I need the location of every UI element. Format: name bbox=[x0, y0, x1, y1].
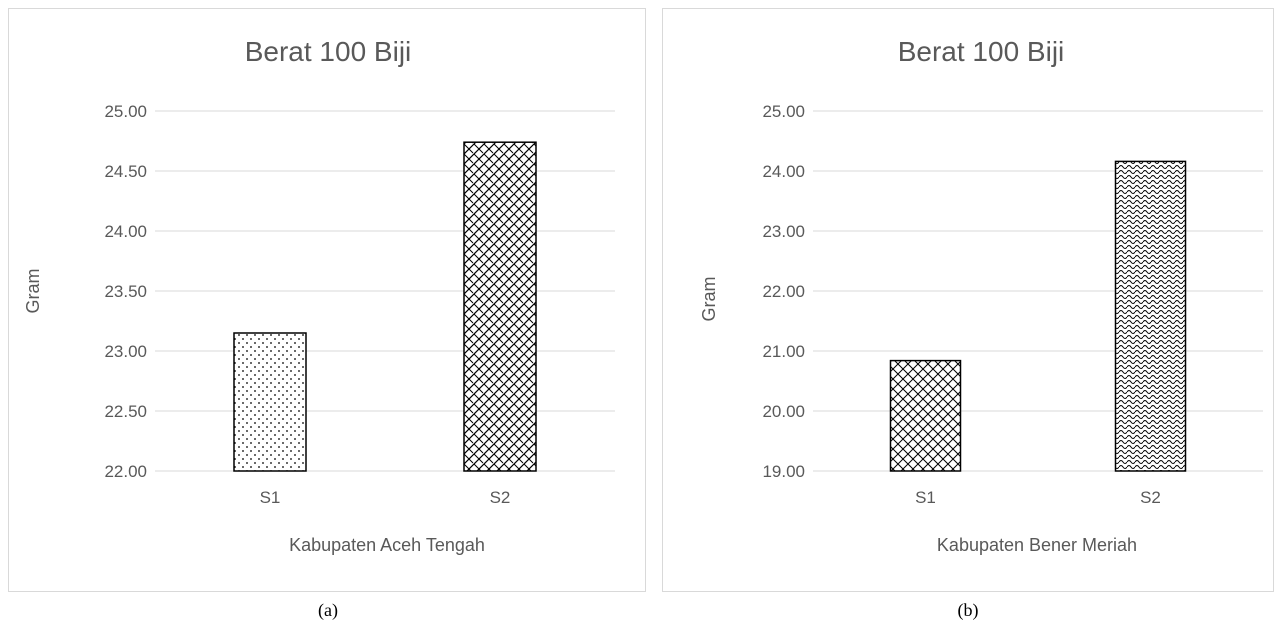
y-tick-label: 19.00 bbox=[762, 462, 805, 481]
x-tick-label: S2 bbox=[1140, 488, 1161, 507]
bar-s2 bbox=[463, 141, 537, 472]
bar-s2 bbox=[1114, 160, 1187, 472]
chart-b-title: Berat 100 Biji bbox=[898, 36, 1065, 67]
chart-b-x-axis-label: Kabupaten Bener Meriah bbox=[937, 535, 1137, 555]
chart-b-bars bbox=[889, 160, 1187, 472]
chart-panel-a: Berat 100 Biji 22.00 22.50 23.00 23.50 24.00… bbox=[8, 8, 646, 592]
caption-b: (b) bbox=[957, 600, 979, 620]
y-tick-label: 20.00 bbox=[762, 402, 805, 421]
y-tick-label: 24.00 bbox=[104, 222, 147, 241]
chart-a-grid bbox=[155, 110, 615, 472]
chart-b-y-ticks: 19.00 20.00 21.00 22.00 23.00 24.00 25.00 bbox=[762, 102, 805, 481]
bar-s1 bbox=[233, 332, 307, 472]
caption-a: (a) bbox=[318, 600, 338, 620]
chart-a-x-axis-label: Kabupaten Aceh Tengah bbox=[289, 535, 485, 555]
y-tick-label: 25.00 bbox=[104, 102, 147, 121]
chart-a-y-axis-label: Gram bbox=[23, 269, 43, 314]
x-tick-label: S1 bbox=[915, 488, 936, 507]
y-tick-label: 21.00 bbox=[762, 342, 805, 361]
y-tick-label: 22.00 bbox=[104, 462, 147, 481]
y-tick-label: 25.00 bbox=[762, 102, 805, 121]
chart-a-x-ticks: S1 S2 bbox=[260, 488, 511, 507]
x-tick-label: S1 bbox=[260, 488, 281, 507]
bar-s1 bbox=[889, 359, 962, 472]
x-tick-label: S2 bbox=[490, 488, 511, 507]
y-tick-label: 24.00 bbox=[762, 162, 805, 181]
chart-a-svg: Berat 100 Biji 22.00 22.50 23.00 23.50 24.00… bbox=[23, 36, 615, 555]
y-tick-label: 22.50 bbox=[104, 402, 147, 421]
chart-a-y-ticks: 22.00 22.50 23.00 23.50 24.00 24.50 25.00 bbox=[104, 102, 147, 481]
y-tick-label: 22.00 bbox=[762, 282, 805, 301]
chart-b-y-axis-label: Gram bbox=[699, 277, 719, 322]
y-tick-label: 23.00 bbox=[104, 342, 147, 361]
y-tick-label: 23.00 bbox=[762, 222, 805, 241]
chart-b-x-ticks: S1 S2 bbox=[915, 488, 1161, 507]
y-tick-label: 23.50 bbox=[104, 282, 147, 301]
chart-b-grid bbox=[813, 110, 1263, 472]
y-tick-label: 24.50 bbox=[104, 162, 147, 181]
chart-a-bars bbox=[233, 141, 537, 472]
chart-b-svg: Berat 100 Biji 19.00 20.00 21.00 22.00 23.00… bbox=[699, 36, 1263, 555]
chart-a-title: Berat 100 Biji bbox=[245, 36, 412, 67]
chart-panel-b: Berat 100 Biji 19.00 20.00 21.00 22.00 23.00… bbox=[662, 8, 1274, 592]
